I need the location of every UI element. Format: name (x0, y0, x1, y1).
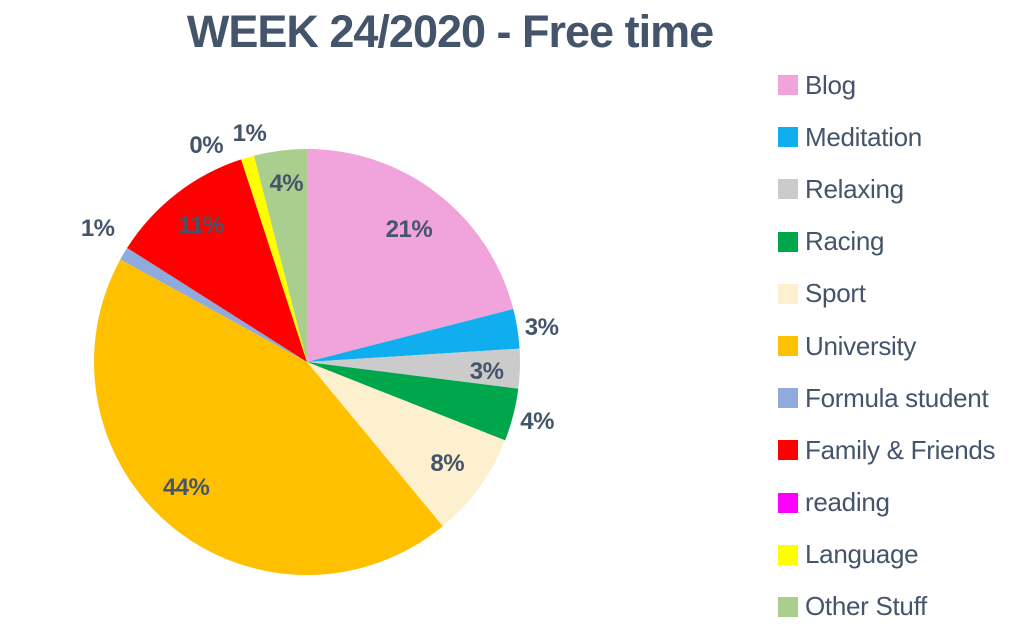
legend-label: Language (805, 539, 919, 570)
legend-swatch-icon (778, 336, 798, 357)
legend-label: Other Stuff (805, 591, 927, 622)
legend: Blog Meditation Relaxing Racing Sport Univers… (778, 59, 996, 633)
data-label-reading: 0% (189, 132, 224, 160)
legend-label: Relaxing (805, 173, 904, 204)
legend-item-formula-student: Formula student (778, 372, 995, 424)
legend-item-blog: Blog (778, 59, 995, 111)
legend-item-other-stuff: Other Stuff (778, 581, 995, 633)
data-label-blog: 21% (385, 215, 433, 243)
legend-label: Sport (805, 278, 866, 309)
chart-title: WEEK 24/2020 - Free time (186, 6, 714, 57)
legend-swatch-icon (778, 283, 798, 304)
legend-item-meditation: Meditation (778, 111, 995, 163)
data-label-other-stuff: 4% (269, 170, 304, 198)
legend-swatch-icon (778, 179, 798, 200)
legend-swatch-icon (778, 492, 798, 513)
legend-label: Formula student (805, 382, 989, 413)
pie-slice-blog (307, 149, 514, 362)
legend-swatch-icon (778, 75, 798, 96)
data-label-sport: 8% (430, 449, 465, 477)
pie-slice-other-stuff (254, 149, 307, 362)
legend-label: Family & Friends (805, 434, 996, 465)
pie-slice-language (241, 155, 307, 362)
data-label-language: 1% (232, 119, 267, 147)
legend-label: Racing (805, 226, 885, 257)
legend-item-language: Language (778, 529, 995, 581)
data-label-formula-student: 1% (80, 214, 115, 242)
legend-item-sport: Sport (778, 268, 995, 320)
pie-slice-sport (307, 362, 506, 527)
data-label-relaxing: 3% (469, 358, 504, 386)
legend-item-university: University (778, 320, 995, 372)
legend-swatch-icon (778, 596, 798, 617)
data-label-racing: 4% (520, 408, 554, 436)
pie-slice-meditation (307, 309, 520, 362)
legend-swatch-icon (778, 127, 798, 148)
legend-item-relaxing: Relaxing (778, 163, 995, 215)
legend-swatch-icon (778, 388, 798, 409)
pie-slice-racing (307, 362, 519, 441)
pie-slice-family-friends (127, 159, 307, 362)
pie-slice-relaxing (307, 348, 521, 389)
pie-slice-university (94, 259, 443, 575)
legend-swatch-icon (778, 440, 798, 461)
legend-label: Meditation (805, 121, 922, 152)
legend-swatch-icon (778, 544, 798, 565)
legend-label: Blog (805, 69, 856, 100)
legend-item-racing: Racing (778, 216, 995, 268)
legend-swatch-icon (778, 231, 798, 252)
data-label-meditation: 3% (524, 313, 559, 341)
data-label-family-friends: 11% (178, 211, 224, 239)
data-label-university: 44% (162, 474, 210, 501)
legend-item-family-friends: Family & Friends (778, 424, 996, 476)
legend-item-reading: reading (778, 477, 995, 529)
legend-label: reading (805, 487, 890, 518)
legend-label: University (805, 330, 917, 361)
pie-slice-formula-student (120, 247, 307, 362)
